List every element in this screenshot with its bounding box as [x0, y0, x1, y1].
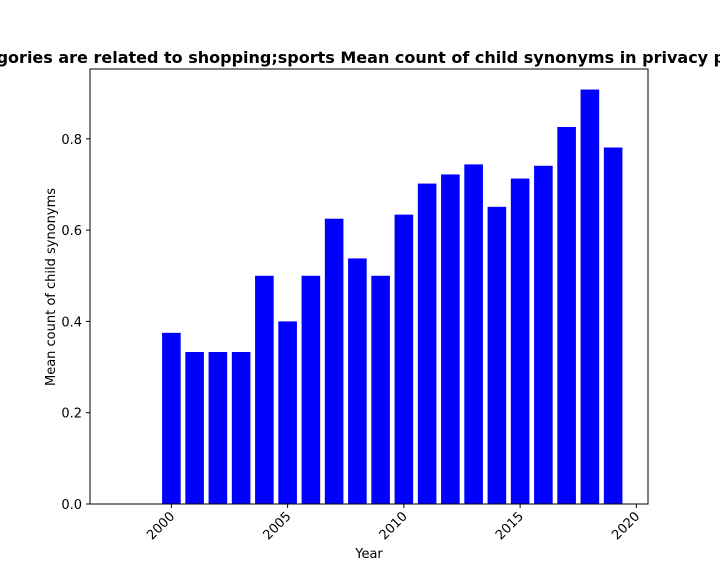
x-tick-label: 2020: [609, 509, 643, 543]
bar-2010: [394, 214, 414, 505]
bar-2006: [301, 275, 321, 504]
y-axis-label: Mean count of child synonyms: [44, 188, 59, 386]
bar-2004: [255, 275, 274, 504]
bar-2009: [371, 275, 390, 504]
bar-2012: [441, 174, 460, 504]
x-axis: 2000 2005 2010 2015 2020: [144, 504, 643, 543]
x-tick-label: 2010: [377, 509, 411, 543]
bars-group: [162, 89, 623, 505]
bar-2002: [208, 352, 228, 504]
y-axis: 0.0 0.2 0.4 0.6 0.8: [61, 133, 90, 513]
bar-2011: [417, 183, 437, 505]
y-tick-label: 0.2: [61, 407, 82, 422]
bar-2019: [603, 147, 623, 505]
bar-2003: [231, 352, 251, 504]
x-tick-label: 2015: [493, 509, 527, 543]
y-tick-label: 0.0: [61, 498, 82, 513]
bar-2016: [534, 165, 553, 504]
bar-2015: [510, 178, 530, 504]
bar-2014: [487, 206, 507, 505]
plot-frame: [89, 68, 649, 505]
bar-2008: [348, 258, 367, 504]
y-tick-label: 0.8: [61, 133, 82, 148]
bar-2013: [464, 164, 483, 504]
x-tick-label: 2000: [144, 509, 178, 543]
y-tick-label: 0.4: [61, 315, 82, 330]
bar-2000: [162, 332, 181, 504]
bar-2018: [580, 89, 600, 504]
x-axis-label: Year: [354, 547, 383, 562]
chart-title: Categories are related to shopping;sport…: [0, 48, 720, 67]
bar-2007: [324, 218, 344, 505]
x-tick-label: 2005: [260, 509, 294, 543]
bar-2001: [185, 352, 204, 504]
bar-2005: [278, 321, 297, 504]
y-tick-label: 0.6: [61, 224, 82, 239]
bar-2017: [557, 126, 576, 504]
